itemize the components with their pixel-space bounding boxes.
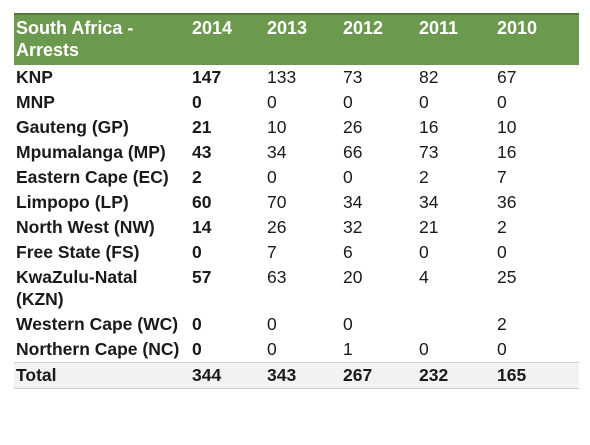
header-cell-region: South Africa - Arrests	[16, 18, 134, 60]
row-label: Northern Cape (NC)	[16, 339, 180, 359]
header-row: South Africa - Arrests 2014 2013 2012 20…	[14, 14, 579, 65]
total-cell: 165	[497, 365, 527, 385]
table-row: North West (NW) 14 26 32 21 2	[14, 215, 579, 240]
table-cell: 10	[497, 117, 517, 137]
table-cell: 32	[343, 217, 363, 237]
table-header: South Africa - Arrests 2014 2013 2012 20…	[14, 14, 579, 65]
total-label: Total	[16, 365, 57, 385]
table-cell: 7	[497, 167, 507, 187]
table-cell	[417, 312, 495, 337]
table-cell: 43	[192, 142, 212, 162]
table-row: Mpumalanga (MP) 43 34 66 73 16	[14, 140, 579, 165]
row-label: Eastern Cape (EC)	[16, 167, 169, 187]
table-cell: 0	[267, 92, 277, 112]
arrests-table-container: South Africa - Arrests 2014 2013 2012 20…	[14, 13, 579, 389]
total-row: Total 344 343 267 232 165	[14, 362, 579, 389]
table-cell: 16	[419, 117, 439, 137]
table-cell: 133	[267, 67, 297, 87]
table-row: Gauteng (GP) 21 10 26 16 10	[14, 115, 579, 140]
table-cell: 0	[192, 339, 202, 359]
table-cell: 0	[497, 92, 507, 112]
table-cell: 0	[419, 339, 429, 359]
table-row: KwaZulu-Natal (KZN) 57 63 20 4 25	[14, 265, 579, 312]
table-cell: 70	[267, 192, 287, 212]
table-row: Western Cape (WC) 0 0 0 2	[14, 312, 579, 337]
table-cell: 25	[497, 267, 517, 287]
table-cell: 2	[419, 167, 429, 187]
table-cell: 82	[419, 67, 439, 87]
table-cell: 0	[343, 167, 353, 187]
table-cell: 0	[419, 92, 429, 112]
table-cell: 0	[419, 242, 429, 262]
table-cell: 1	[343, 339, 353, 359]
total-cell: 232	[419, 365, 449, 385]
table-cell: 34	[419, 192, 439, 212]
header-cell-2013: 2013	[267, 18, 308, 38]
row-label: Limpopo (LP)	[16, 192, 129, 212]
row-label: KNP	[16, 67, 53, 87]
table-cell: 26	[343, 117, 363, 137]
table-cell: 67	[497, 67, 517, 87]
table-row: Free State (FS) 0 7 6 0 0	[14, 240, 579, 265]
row-label: Gauteng (GP)	[16, 117, 129, 137]
arrests-table: South Africa - Arrests 2014 2013 2012 20…	[14, 13, 579, 389]
table-cell: 2	[192, 167, 202, 187]
table-cell: 34	[267, 142, 287, 162]
table-row: Eastern Cape (EC) 2 0 0 2 7	[14, 165, 579, 190]
table-cell: 7	[267, 242, 277, 262]
header-cell-2012: 2012	[343, 18, 384, 38]
header-cell-2010: 2010	[497, 18, 538, 38]
total-cell: 267	[343, 365, 373, 385]
table-cell: 26	[267, 217, 287, 237]
table-cell: 0	[192, 242, 202, 262]
table-cell: 10	[267, 117, 287, 137]
table-cell: 73	[343, 67, 363, 87]
row-label: North West (NW)	[16, 217, 155, 237]
header-cell-2011: 2011	[419, 18, 459, 38]
table-body: KNP 147 133 73 82 67 MNP 0 0 0 0 0 Gauteng (GP) 21 10 2…	[14, 65, 579, 363]
table-row: KNP 147 133 73 82 67	[14, 65, 579, 90]
table-cell: 63	[267, 267, 287, 287]
table-cell: 0	[343, 314, 353, 334]
table-cell: 20	[343, 267, 363, 287]
table-cell: 2	[497, 217, 507, 237]
table-cell: 60	[192, 192, 212, 212]
total-cell: 344	[192, 365, 222, 385]
table-cell: 0	[267, 314, 277, 334]
row-label: Western Cape (WC)	[16, 314, 179, 334]
table-cell: 6	[343, 242, 353, 262]
table-cell: 0	[267, 339, 277, 359]
table-cell: 0	[497, 339, 507, 359]
table-footer: Total 344 343 267 232 165	[14, 362, 579, 389]
row-label: Mpumalanga (MP)	[16, 142, 166, 162]
table-cell: 0	[192, 92, 202, 112]
table-cell: 0	[267, 167, 277, 187]
table-cell: 0	[343, 92, 353, 112]
table-row: Limpopo (LP) 60 70 34 34 36	[14, 190, 579, 215]
table-cell: 147	[192, 67, 222, 87]
row-label: KwaZulu-Natal (KZN)	[16, 267, 138, 309]
table-cell: 36	[497, 192, 517, 212]
table-cell: 14	[192, 217, 212, 237]
table-cell: 2	[497, 314, 507, 334]
table-cell: 0	[497, 242, 507, 262]
table-cell: 0	[192, 314, 202, 334]
table-cell: 66	[343, 142, 363, 162]
row-label: Free State (FS)	[16, 242, 140, 262]
table-cell: 4	[419, 267, 429, 287]
table-cell: 34	[343, 192, 363, 212]
table-cell: 21	[192, 117, 212, 137]
table-cell: 73	[419, 142, 439, 162]
header-cell-2014: 2014	[192, 18, 233, 38]
row-label: MNP	[16, 92, 55, 112]
table-cell: 16	[497, 142, 517, 162]
table-cell: 21	[419, 217, 439, 237]
table-row: MNP 0 0 0 0 0	[14, 90, 579, 115]
total-cell: 343	[267, 365, 297, 385]
table-row: Northern Cape (NC) 0 0 1 0 0	[14, 337, 579, 363]
table-cell: 57	[192, 267, 212, 287]
